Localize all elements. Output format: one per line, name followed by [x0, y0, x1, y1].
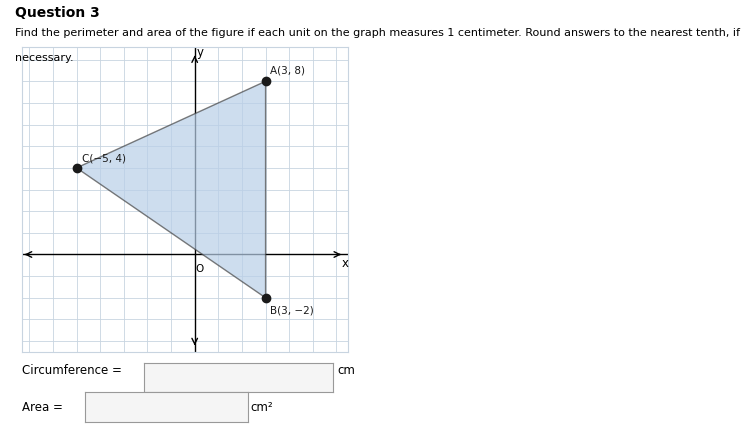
Text: Find the perimeter and area of the figure if each unit on the graph measures 1 c: Find the perimeter and area of the figur… — [15, 28, 740, 38]
Polygon shape — [76, 81, 265, 298]
Text: Area =: Area = — [22, 402, 63, 414]
Text: Question 3: Question 3 — [15, 6, 99, 20]
Text: necessary.: necessary. — [15, 53, 73, 63]
Text: Circumference =: Circumference = — [22, 365, 122, 377]
Text: cm²: cm² — [250, 402, 273, 414]
Text: x: x — [341, 257, 348, 270]
Text: O: O — [196, 264, 204, 274]
Text: A(3, 8): A(3, 8) — [270, 66, 305, 76]
Text: C(−5, 4): C(−5, 4) — [82, 153, 127, 164]
Text: B(3, −2): B(3, −2) — [270, 305, 314, 315]
Text: cm: cm — [337, 365, 355, 377]
Text: y: y — [197, 45, 204, 59]
